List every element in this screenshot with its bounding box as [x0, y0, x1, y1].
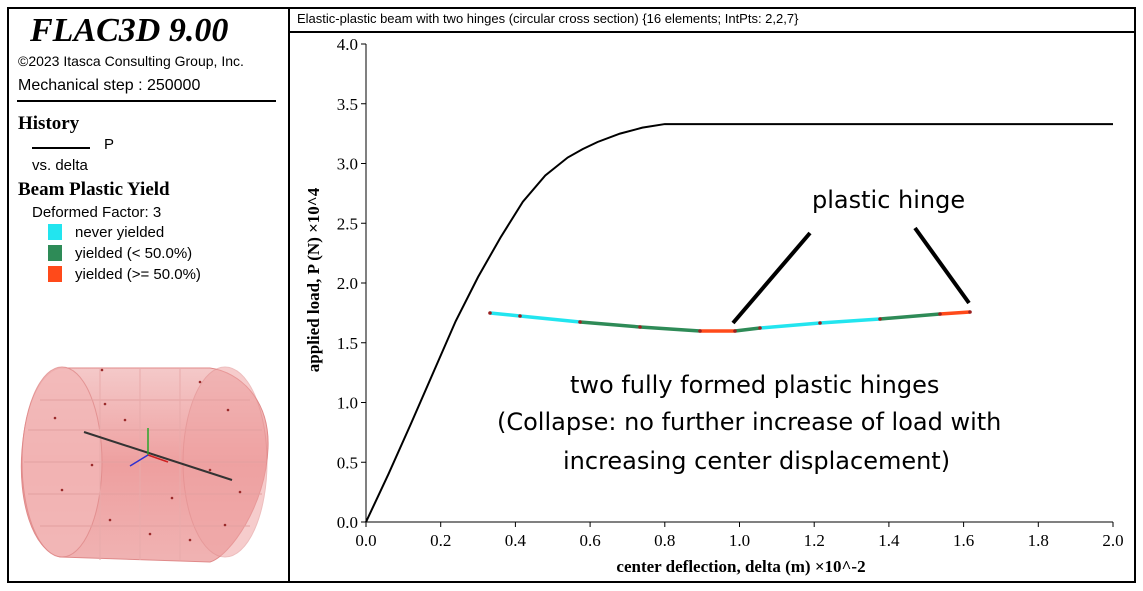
legend-divider	[17, 100, 276, 102]
history-series-label: P	[104, 136, 115, 153]
beam-node	[698, 329, 702, 333]
viewport-frame	[7, 7, 1136, 583]
beam-node	[518, 314, 522, 318]
swatch-yielded-low	[48, 245, 62, 261]
x-tick-label: 0.8	[654, 531, 675, 550]
x-tick-label: 0.0	[355, 531, 376, 550]
x-tick-label: 1.2	[804, 531, 825, 550]
summary-line-2: (Collapse: no further increase of load w…	[497, 408, 1002, 436]
x-tick-label: 1.4	[878, 531, 900, 550]
beam-node	[878, 317, 882, 321]
y-tick-label: 1.0	[337, 394, 358, 413]
legend-item-yielded-low: yielded (< 50.0%)	[75, 245, 193, 262]
legend-item-yielded-high: yielded (>= 50.0%)	[75, 266, 201, 283]
y-tick-label: 2.0	[337, 274, 358, 293]
y-tick-label: 0.5	[337, 453, 358, 472]
legend-panel	[7, 7, 290, 583]
history-vs-label: vs. delta	[32, 157, 88, 174]
beam-node	[488, 311, 492, 315]
title-separator	[290, 31, 1136, 33]
x-tick-label: 1.6	[953, 531, 974, 550]
y-tick-label: 4.0	[337, 35, 358, 54]
x-tick-label: 1.0	[729, 531, 750, 550]
plot-title: Elastic-plastic beam with two hinges (ci…	[297, 11, 799, 26]
summary-line-3: increasing center displacement)	[563, 447, 951, 475]
y-tick-label: 1.5	[337, 334, 358, 353]
x-tick-label: 0.4	[505, 531, 527, 550]
beam-node	[638, 325, 642, 329]
mechanical-step: Mechanical step : 250000	[18, 77, 201, 94]
series-line-P	[365, 123, 1113, 523]
beam-node	[968, 310, 972, 314]
brand-title: FLAC3D 9.00	[30, 12, 229, 49]
cylinder-mesh	[20, 366, 269, 563]
x-tick-label: 1.8	[1028, 531, 1049, 550]
beam-segment	[879, 312, 941, 321]
beam-node	[938, 312, 942, 316]
beam-segment	[639, 325, 701, 333]
beam-node	[818, 321, 822, 325]
plastic-hinge-label: plastic hinge	[812, 186, 966, 214]
beam-segment	[734, 326, 761, 333]
beam-segment	[489, 311, 521, 318]
beam-node	[733, 329, 737, 333]
summary-line-1: two fully formed plastic hinges	[570, 371, 940, 399]
deformed-factor: Deformed Factor: 3	[32, 204, 162, 221]
x-axis-label: center deflection, delta (m) ×10^-2	[616, 557, 866, 576]
y-tick-label: 0.0	[337, 513, 358, 532]
beam-segment	[579, 320, 641, 329]
beam-segment	[819, 317, 881, 325]
beam-segment	[759, 321, 821, 330]
history-line-key	[32, 147, 90, 149]
hinge-pointer-left	[731, 231, 812, 325]
legend-item-never-yielded: never yielded	[75, 224, 165, 241]
beam-node	[578, 320, 582, 324]
x-tick-label: 2.0	[1102, 531, 1123, 550]
beam-node	[758, 326, 762, 330]
model-3d-view	[20, 366, 269, 563]
y-tick-label: 3.0	[337, 155, 358, 174]
y-axis-label: applied load, P (N) ×10^4	[304, 187, 323, 373]
x-tick-label: 0.2	[430, 531, 451, 550]
swatch-yielded-high	[48, 266, 62, 282]
y-tick-label: 2.5	[337, 214, 358, 233]
history-heading: History	[18, 113, 80, 134]
y-tick-label: 3.5	[337, 95, 358, 114]
hinge-pointer-right	[913, 226, 971, 305]
beam-segment	[939, 310, 971, 316]
beam-segment	[519, 314, 581, 324]
yield-heading: Beam Plastic Yield	[18, 179, 170, 200]
swatch-never-yielded	[48, 224, 62, 240]
x-tick-label: 0.6	[579, 531, 600, 550]
copyright-text: ©2023 Itasca Consulting Group, Inc.	[18, 53, 244, 69]
